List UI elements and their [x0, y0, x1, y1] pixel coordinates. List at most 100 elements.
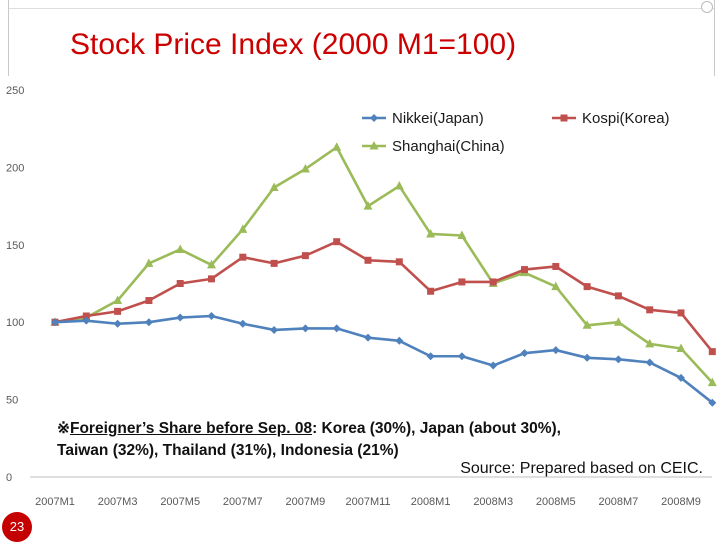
- x-tick-label: 2008M9: [661, 496, 701, 508]
- series-line: [54, 240, 714, 353]
- note-rest: : Korea (30%), Japan (about 30%),: [312, 420, 561, 437]
- data-point: [332, 142, 342, 151]
- data-point: [614, 292, 622, 300]
- data-point: [176, 313, 185, 322]
- x-tick-label: 2007M3: [98, 496, 138, 508]
- data-point: [113, 319, 122, 328]
- foreigner-share-note: ※Foreigner’s Share before Sep. 08: Korea…: [57, 418, 697, 462]
- data-point: [395, 258, 403, 266]
- data-point: [114, 307, 122, 315]
- data-point: [677, 309, 685, 317]
- data-point: [270, 259, 278, 267]
- data-point: [676, 343, 686, 353]
- data-point: [551, 346, 560, 355]
- data-point: [394, 180, 404, 190]
- data-point: [363, 201, 373, 210]
- data-point: [270, 325, 279, 334]
- slide-frame-left: [8, 0, 9, 76]
- x-tick-label: 2007M9: [286, 496, 326, 508]
- y-tick-label: 50: [6, 395, 18, 407]
- data-point: [521, 266, 528, 274]
- x-tick-label: 2007M7: [223, 496, 263, 508]
- series-line: [54, 314, 714, 404]
- y-tick-label: 100: [6, 317, 24, 329]
- x-tick-label: 2008M7: [599, 496, 639, 508]
- y-tick-label: 150: [6, 240, 24, 252]
- legend-label: Nikkei(Japan): [392, 110, 484, 127]
- x-tick-label: 2008M1: [411, 496, 451, 508]
- y-tick-label: 200: [6, 162, 24, 174]
- data-point: [520, 349, 529, 358]
- data-point: [113, 295, 123, 305]
- data-point: [369, 141, 379, 150]
- data-point: [82, 312, 90, 320]
- data-point: [457, 352, 466, 361]
- data-point: [145, 297, 153, 305]
- data-point: [458, 278, 466, 286]
- series-nikkei-japan: [51, 312, 717, 407]
- data-point: [238, 224, 248, 233]
- data-point: [677, 373, 685, 382]
- data-point: [208, 275, 215, 283]
- data-point: [300, 163, 310, 173]
- slide-frame-top: [8, 8, 714, 9]
- data-point: [489, 361, 498, 370]
- note-lead: Foreigner’s Share before Sep. 08: [70, 420, 313, 437]
- data-point: [82, 316, 91, 325]
- legend-label: Shanghai(China): [392, 138, 505, 155]
- data-point: [646, 306, 654, 314]
- data-point: [489, 278, 497, 286]
- data-point: [707, 377, 717, 387]
- series-line: [54, 145, 714, 384]
- slide-number-badge: 23: [2, 512, 32, 542]
- data-point: [582, 320, 592, 329]
- data-point: [426, 352, 435, 361]
- legend-item: Kospi(Korea): [552, 110, 670, 127]
- slide-frame-right: [714, 0, 715, 76]
- series-kospi-korea: [51, 238, 716, 356]
- data-point: [613, 317, 623, 326]
- x-tick-label: 2008M3: [473, 496, 513, 508]
- data-point: [708, 398, 717, 407]
- data-point: [457, 230, 467, 240]
- data-point: [176, 280, 184, 287]
- data-point: [560, 114, 568, 122]
- data-point: [144, 318, 153, 327]
- data-point: [239, 253, 247, 261]
- x-tick-label: 2007M11: [345, 496, 390, 508]
- x-tick-label: 2008M5: [536, 496, 576, 508]
- data-point: [645, 358, 654, 367]
- data-point: [175, 244, 185, 253]
- legend-label: Kospi(Korea): [582, 110, 670, 127]
- data-point: [333, 238, 341, 246]
- data-point: [364, 256, 372, 264]
- data-point: [708, 348, 716, 356]
- data-point: [207, 312, 216, 321]
- data-point: [645, 338, 655, 348]
- data-point: [207, 259, 216, 269]
- data-point: [614, 355, 623, 364]
- data-point: [370, 114, 378, 122]
- note-line-2: Taiwan (32%), Thailand (31%), Indonesia …: [57, 442, 399, 459]
- data-point: [426, 228, 436, 238]
- slide-title: Stock Price Index (2000 M1=100): [70, 28, 517, 61]
- data-point: [583, 283, 591, 291]
- x-tick-label: 2007M1: [35, 496, 75, 508]
- legend-item: Shanghai(China): [362, 138, 505, 155]
- data-point: [551, 281, 561, 291]
- data-point: [144, 258, 154, 267]
- data-point: [395, 336, 404, 345]
- data-point: [301, 252, 309, 260]
- source-note: Source: Prepared based on CEIC.: [460, 460, 703, 477]
- data-point: [583, 353, 592, 362]
- x-tick-label: 2007M5: [160, 496, 200, 508]
- data-point: [364, 333, 372, 342]
- series-shanghai-china: [50, 142, 717, 387]
- data-point: [332, 324, 341, 333]
- data-point: [269, 182, 279, 192]
- y-tick-label: 0: [6, 472, 12, 484]
- y-tick-label: 250: [6, 85, 24, 97]
- data-point: [51, 318, 59, 327]
- data-point: [238, 319, 247, 328]
- data-point: [427, 287, 435, 295]
